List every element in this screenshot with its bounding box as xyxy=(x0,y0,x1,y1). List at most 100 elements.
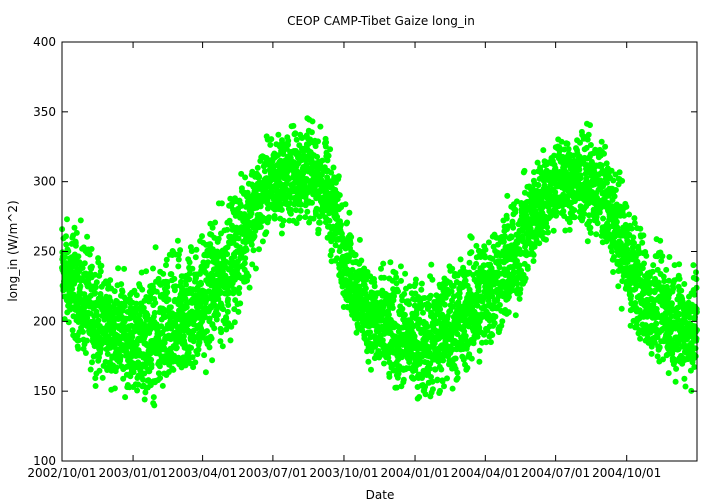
data-point xyxy=(462,333,469,339)
data-point xyxy=(118,281,125,288)
data-point xyxy=(96,354,102,361)
data-point xyxy=(62,254,68,261)
data-point xyxy=(157,375,164,381)
data-point xyxy=(368,366,374,373)
data-point xyxy=(429,386,436,393)
data-point xyxy=(505,309,512,316)
data-point xyxy=(164,289,171,296)
data-point xyxy=(254,164,261,171)
data-point xyxy=(218,329,225,336)
data-point xyxy=(454,369,461,376)
data-point xyxy=(256,246,262,253)
data-point xyxy=(224,308,231,315)
data-point xyxy=(309,199,315,206)
data-point xyxy=(86,251,93,258)
data-point xyxy=(653,320,660,327)
data-point xyxy=(616,169,623,176)
data-point xyxy=(122,394,129,401)
data-point xyxy=(297,207,304,214)
data-point xyxy=(441,383,447,390)
data-point xyxy=(482,246,489,253)
data-point xyxy=(160,270,167,277)
data-point xyxy=(223,326,230,333)
data-point xyxy=(693,276,700,283)
data-point xyxy=(358,257,365,264)
data-point xyxy=(594,220,601,227)
data-point xyxy=(596,209,603,216)
data-point xyxy=(584,238,591,245)
data-point xyxy=(143,268,150,275)
data-point xyxy=(223,315,230,322)
data-point xyxy=(212,219,219,226)
data-point xyxy=(338,221,344,228)
data-point xyxy=(75,337,82,344)
data-point xyxy=(92,284,99,291)
data-point xyxy=(156,363,163,370)
data-point xyxy=(220,306,227,313)
data-point xyxy=(516,295,523,302)
data-point xyxy=(151,402,158,409)
data-point xyxy=(449,265,456,272)
data-point xyxy=(626,211,633,218)
x-tick-label: 2003/01/01 xyxy=(98,466,167,480)
data-point xyxy=(173,344,180,351)
data-point xyxy=(75,253,82,260)
x-tick-label: 2003/10/01 xyxy=(309,466,378,480)
data-point xyxy=(206,344,213,351)
data-point xyxy=(133,300,140,307)
data-point xyxy=(183,281,189,288)
y-tick-label: 400 xyxy=(33,35,56,49)
data-point xyxy=(104,351,111,357)
x-tick-label: 2004/10/01 xyxy=(592,466,661,480)
data-point xyxy=(87,366,94,373)
data-point xyxy=(140,376,146,383)
data-point xyxy=(673,365,680,372)
data-point xyxy=(344,219,351,226)
data-point xyxy=(225,296,231,303)
data-point xyxy=(637,225,644,232)
data-point xyxy=(178,278,184,285)
data-point xyxy=(485,239,492,246)
data-point xyxy=(71,224,78,231)
data-point xyxy=(641,260,647,267)
data-point xyxy=(602,143,609,150)
data-point xyxy=(380,260,387,267)
data-point xyxy=(663,266,670,273)
data-point xyxy=(278,206,285,213)
data-point xyxy=(309,118,316,125)
data-point xyxy=(147,326,154,333)
data-point xyxy=(327,146,334,153)
data-point xyxy=(665,370,672,377)
data-point xyxy=(170,366,177,373)
data-point xyxy=(84,337,90,344)
data-point xyxy=(315,138,321,145)
data-point xyxy=(236,290,242,297)
x-tick-label: 2003/07/01 xyxy=(238,466,307,480)
data-point xyxy=(95,317,102,324)
data-point xyxy=(545,229,551,236)
data-point xyxy=(682,383,689,390)
data-point xyxy=(628,292,635,299)
data-point xyxy=(202,369,209,376)
data-point xyxy=(385,311,392,318)
data-point xyxy=(308,129,315,136)
data-point xyxy=(598,138,605,145)
data-point xyxy=(365,358,372,365)
data-point xyxy=(148,356,155,363)
y-axis-label: long_in (W/m^2) xyxy=(6,200,20,301)
data-point xyxy=(530,252,537,258)
data-point xyxy=(129,333,136,340)
y-tick-label: 300 xyxy=(33,175,56,189)
data-point xyxy=(97,268,104,275)
data-point xyxy=(335,173,342,180)
data-point xyxy=(315,226,322,233)
data-point xyxy=(293,136,300,143)
data-point xyxy=(659,253,666,260)
data-point xyxy=(192,359,199,366)
data-point xyxy=(236,285,243,291)
data-point xyxy=(195,346,202,353)
data-point xyxy=(468,249,475,256)
data-point xyxy=(111,288,118,295)
data-point xyxy=(521,167,528,174)
